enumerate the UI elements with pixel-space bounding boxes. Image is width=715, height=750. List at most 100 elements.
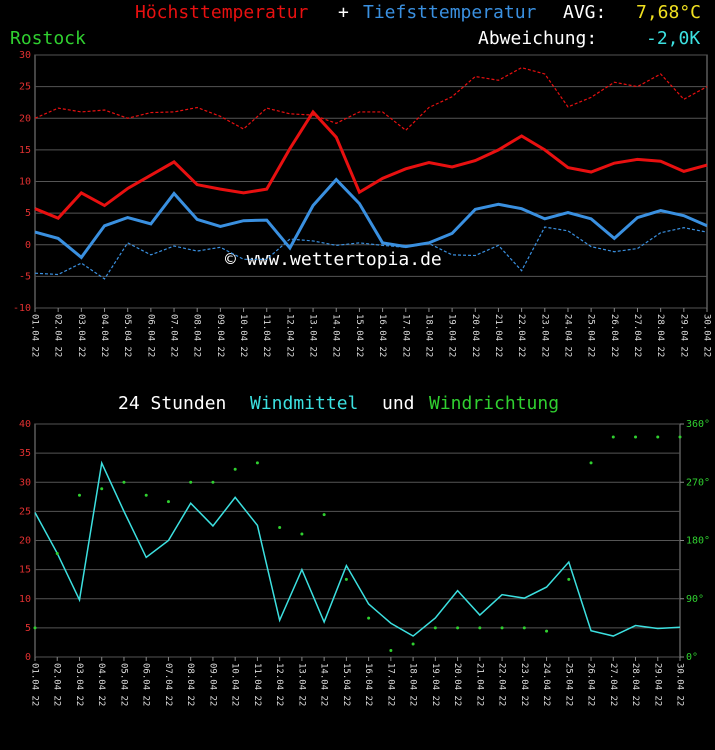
series-label: Windrichtung (429, 393, 559, 414)
x-tick-label: 09.04 22 (207, 663, 217, 706)
y-tick-label: 10 (19, 594, 31, 605)
direction-dot (567, 577, 571, 581)
y2-tick-label: 90° (686, 594, 704, 605)
y2-tick-label: 360° (686, 419, 710, 430)
title-connector: und (382, 393, 415, 414)
x-tick-label: 11.04 22 (252, 663, 262, 706)
y-tick-label: 25 (19, 506, 31, 517)
direction-dot (678, 435, 682, 439)
title-connector: + (338, 2, 349, 23)
x-tick-label: 18.04 22 (408, 663, 418, 706)
x-tick-label: 26.04 22 (609, 314, 619, 357)
x-tick-label: 13.04 22 (296, 663, 306, 706)
x-tick-label: 10.04 22 (230, 663, 240, 706)
direction-dot (522, 626, 526, 630)
series-label: Höchsttemperatur (135, 2, 309, 23)
direction-dot (411, 642, 415, 646)
x-tick-label: 23.04 22 (519, 663, 529, 706)
x-tick-label: 21.04 22 (474, 663, 484, 706)
station: Rostock (10, 28, 86, 49)
direction-dot (211, 480, 215, 484)
avg-value: 7,68°C (636, 2, 701, 23)
x-tick-label: 22.04 22 (516, 314, 526, 357)
y-tick-label: 30 (19, 477, 31, 488)
dashed-line (34, 67, 708, 132)
y-tick-label: 30 (19, 50, 31, 61)
direction-dot (122, 480, 126, 484)
dashed-line (34, 226, 708, 280)
x-tick-label: 21.04 22 (493, 314, 503, 357)
x-tick-label: 23.04 22 (539, 314, 549, 357)
x-tick-label: 30.04 22 (675, 663, 685, 706)
x-tick-label: 13.04 22 (308, 314, 318, 357)
y-tick-label: 25 (19, 82, 31, 93)
y-tick-label: 20 (19, 536, 31, 547)
y-tick-label: 15 (19, 145, 31, 156)
x-tick-label: 18.04 22 (423, 314, 433, 357)
x-tick-label: 06.04 22 (145, 314, 155, 357)
y2-tick-label: 0° (686, 652, 698, 663)
x-tick-label: 08.04 22 (185, 663, 195, 706)
x-tick-label: 27.04 22 (608, 663, 618, 706)
direction-dot (389, 649, 393, 653)
x-tick-label: 11.04 22 (261, 314, 271, 357)
series-label: Windmittel (250, 393, 358, 414)
direction-dot (456, 626, 460, 630)
y-tick-label: -10 (13, 303, 31, 314)
x-tick-label: 22.04 22 (497, 663, 507, 706)
x-tick-label: 26.04 22 (586, 663, 596, 706)
x-tick-label: 15.04 22 (341, 663, 351, 706)
direction-dot (189, 480, 193, 484)
x-tick-label: 12.04 22 (274, 663, 284, 706)
x-tick-label: 14.04 22 (331, 314, 341, 357)
direction-dot (500, 626, 504, 630)
x-tick-label: 24.04 22 (562, 314, 572, 357)
y-tick-label: 40 (19, 419, 31, 430)
x-tick-label: 10.04 22 (238, 314, 248, 357)
y-tick-label: 20 (19, 113, 31, 124)
x-tick-label: 25.04 22 (586, 314, 596, 357)
series-line (34, 109, 708, 220)
direction-dot (367, 616, 371, 620)
direction-dot (233, 467, 237, 471)
avg-label: AVG: (563, 2, 606, 23)
x-tick-label: 19.04 22 (430, 663, 440, 706)
y2-tick-label: 270° (686, 477, 710, 488)
x-tick-label: 29.04 22 (678, 314, 688, 357)
x-tick-label: 04.04 22 (99, 314, 109, 357)
deviation-value: -2,0K (646, 28, 700, 49)
x-tick-label: 25.04 22 (563, 663, 573, 706)
x-tick-label: 14.04 22 (319, 663, 329, 706)
x-tick-label: 12.04 22 (284, 314, 294, 357)
x-tick-label: 16.04 22 (377, 314, 387, 357)
x-tick-label: 05.04 22 (122, 314, 132, 357)
x-tick-label: 30.04 22 (702, 314, 712, 357)
direction-dot (589, 461, 593, 465)
direction-dot (611, 435, 615, 439)
x-tick-label: 15.04 22 (354, 314, 364, 357)
x-tick-label: 07.04 22 (163, 663, 173, 706)
direction-dot (144, 493, 148, 497)
series-label: Tiefsttemperatur (363, 2, 537, 23)
x-tick-label: 07.04 22 (169, 314, 179, 357)
x-tick-label: 03.04 22 (76, 314, 86, 357)
x-tick-label: 09.04 22 (215, 314, 225, 357)
x-tick-label: 16.04 22 (363, 663, 373, 706)
direction-dot (300, 532, 304, 536)
series-line (34, 460, 681, 637)
direction-dot (100, 487, 104, 491)
y2-tick-label: 180° (686, 536, 710, 547)
x-tick-label: 27.04 22 (632, 314, 642, 357)
direction-dot (344, 577, 348, 581)
x-tick-label: 01.04 22 (30, 663, 40, 706)
direction-dot (166, 500, 170, 504)
x-tick-label: 28.04 22 (655, 314, 665, 357)
x-tick-label: 05.04 22 (118, 663, 128, 706)
direction-dot (77, 493, 81, 497)
x-tick-label: 20.04 22 (452, 663, 462, 706)
x-tick-label: 03.04 22 (74, 663, 84, 706)
y-tick-label: 15 (19, 565, 31, 576)
direction-dot (656, 435, 660, 439)
direction-dot (545, 629, 549, 633)
